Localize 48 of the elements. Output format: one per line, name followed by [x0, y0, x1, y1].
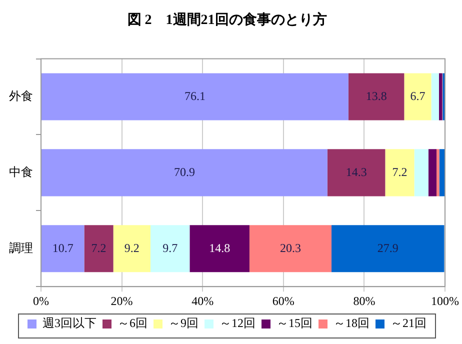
data-label: 76.1	[184, 88, 206, 103]
bar	[438, 73, 442, 120]
data-label: 7.2	[91, 240, 106, 255]
x-tick-label: 60%	[272, 294, 294, 308]
y-tick-label: 外食	[9, 88, 33, 103]
data-label: 9.2	[124, 240, 140, 255]
bar	[404, 73, 432, 120]
x-tick-label: 0%	[33, 294, 49, 308]
data-label: 20.3	[280, 240, 301, 255]
x-tick-label: 20%	[110, 294, 133, 308]
bar	[331, 225, 444, 272]
legend-label: 週3回以下	[42, 316, 96, 330]
data-label: 27.9	[377, 240, 398, 255]
bar	[249, 225, 332, 272]
data-label: 9.7	[162, 240, 178, 255]
bar	[150, 225, 190, 272]
legend-label: ～9回	[168, 316, 198, 330]
legend-label: ～21回	[390, 316, 426, 330]
bar	[84, 225, 114, 272]
legend-label: ～6回	[118, 316, 148, 330]
y-tick-label: 中食	[9, 164, 33, 179]
data-label: 14.3	[346, 164, 367, 179]
bar	[348, 73, 404, 120]
bar	[327, 149, 386, 196]
x-tick-label: 40%	[192, 294, 214, 308]
bar	[42, 73, 348, 120]
bar	[113, 225, 150, 272]
bar	[436, 149, 440, 196]
legend-label: ～12回	[220, 316, 256, 330]
legend-label: ～15回	[276, 316, 312, 330]
data-label: 6.7	[410, 88, 426, 103]
bar	[385, 149, 414, 196]
bar	[42, 149, 328, 196]
y-tick-label: 調理	[9, 240, 33, 255]
bar	[42, 225, 84, 272]
data-label: 7.2	[392, 164, 408, 179]
bar	[431, 73, 439, 120]
x-tick-label: 80%	[353, 294, 376, 308]
data-label: 14.8	[209, 240, 230, 255]
data-label: 13.8	[366, 88, 387, 103]
bar	[414, 149, 428, 196]
data-label: 10.7	[52, 240, 74, 255]
data-label: 70.9	[174, 164, 195, 179]
bar	[190, 225, 250, 272]
x-tick-label: 100%	[431, 294, 459, 308]
bar	[428, 149, 437, 196]
chart-title: 図 2 1週間21回の食事のとり方	[127, 11, 327, 28]
legend-label: ～18回	[334, 316, 370, 330]
